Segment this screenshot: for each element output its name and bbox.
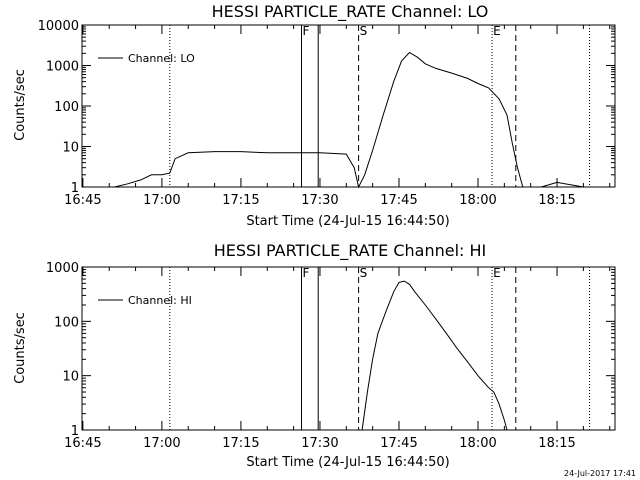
bottom-x-tick-label: 16:45 xyxy=(64,436,101,451)
top-x-tick-label: 16:45 xyxy=(64,193,101,208)
top-y-tick-label: 1000 xyxy=(46,60,79,75)
bottom-legend-label: Channel: HI xyxy=(128,294,192,307)
bottom-flag-label: F xyxy=(303,266,310,280)
bottom-x-tick-label: 17:45 xyxy=(380,436,417,451)
bottom-x-tick-label: 18:00 xyxy=(459,436,496,451)
bottom-chart-title: HESSI PARTICLE_RATE Channel: HI xyxy=(214,241,487,261)
top-x-tick-label: 17:30 xyxy=(301,193,338,208)
top-plot-axes: 1 10 100 1000 10000 16:45 17:00 17:15 17:30 17:45… xyxy=(38,19,616,208)
top-x-axis-label: Start Time (24-Jul-15 16:44:50) xyxy=(246,214,449,229)
bottom-x-axis-label: Start Time (24-Jul-15 16:44:50) xyxy=(246,455,449,470)
top-chart-title: HESSI PARTICLE_RATE Channel: LO xyxy=(212,2,489,22)
bottom-y-axis-label: Counts/sec xyxy=(13,312,28,384)
top-flag-label: E xyxy=(493,24,501,38)
top-x-tick-label: 17:00 xyxy=(143,193,180,208)
bottom-plot-axes: 1 10 100 1000 16:45 17:00 17:15 17:30 17:45 18:00… xyxy=(46,261,616,451)
bottom-series-line xyxy=(361,280,508,431)
top-x-tick-label: 18:15 xyxy=(538,193,575,208)
top-x-tick-label: 18:00 xyxy=(459,193,496,208)
top-legend-label: Channel: LO xyxy=(128,52,195,65)
plot-timestamp: 24-Jul-2017 17:41 xyxy=(564,469,636,478)
bottom-y-tick-label: 100 xyxy=(54,315,79,330)
bottom-y-tick-label: 1 xyxy=(71,424,79,439)
top-series-line xyxy=(82,51,615,189)
bottom-x-tick-label: 17:15 xyxy=(222,436,259,451)
top-flag-label: F xyxy=(303,24,310,38)
bottom-flag-label: E xyxy=(493,266,501,280)
bottom-flag-label: S xyxy=(360,266,368,280)
bottom-plot-frame xyxy=(81,266,616,431)
bottom-y-tick-label: 1000 xyxy=(46,261,79,276)
top-flag-label: S xyxy=(360,24,368,38)
top-x-tick-label: 17:15 xyxy=(222,193,259,208)
bottom-x-tick-label: 18:15 xyxy=(538,436,575,451)
top-y-tick-label: 1 xyxy=(71,181,79,196)
bottom-y-tick-label: 10 xyxy=(62,370,79,385)
top-y-tick-label: 10000 xyxy=(38,19,79,34)
bottom-x-tick-label: 17:30 xyxy=(301,436,338,451)
top-x-tick-label: 17:45 xyxy=(380,193,417,208)
bottom-x-tick-label: 17:00 xyxy=(143,436,180,451)
top-y-tick-label: 100 xyxy=(54,100,79,115)
top-y-tick-label: 10 xyxy=(62,141,79,156)
top-y-axis-label: Counts/sec xyxy=(13,69,28,141)
